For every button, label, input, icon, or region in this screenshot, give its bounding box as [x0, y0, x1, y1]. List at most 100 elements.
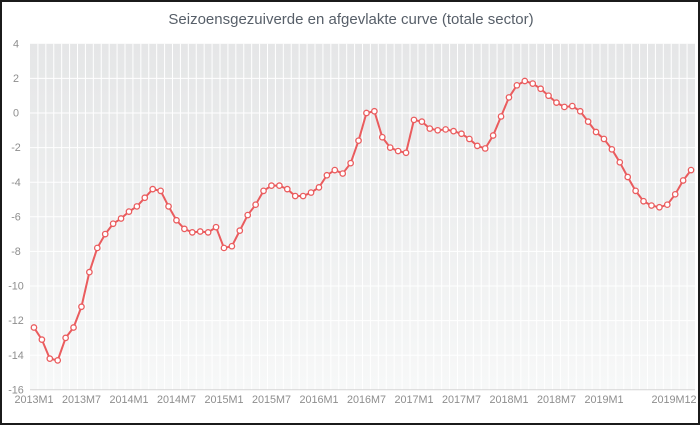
data-point-2015M4: [244, 211, 252, 219]
data-point-2016M9: [378, 133, 386, 141]
data-point-2014M7: [173, 216, 180, 224]
data-point-2018M11: [584, 118, 592, 126]
y-tick-label: -6: [11, 211, 21, 223]
x-tick-label: 2019M12: [651, 394, 696, 406]
y-tick-label: -2: [11, 142, 21, 154]
data-point-2016M2: [323, 171, 331, 179]
data-point-2017M12: [497, 113, 505, 120]
data-point-2014M1: [125, 208, 133, 215]
data-point-2013M12: [117, 215, 125, 222]
x-tick-label: 2017M7: [442, 394, 481, 406]
data-series: [30, 77, 695, 364]
data-point-2017M1: [410, 116, 418, 124]
x-tick-label: 2018M1: [489, 394, 528, 406]
data-point-2015M2: [228, 242, 236, 250]
data-point-2019M2: [608, 145, 616, 153]
data-point-2017M5: [442, 126, 449, 133]
x-tick-label: 2019M1: [584, 394, 623, 406]
data-point-2015M12: [307, 189, 315, 196]
data-point-2019M10: [671, 190, 679, 198]
data-point-2017M7: [458, 130, 465, 138]
data-point-2016M6: [355, 137, 362, 145]
data-point-2013M3: [46, 355, 54, 363]
data-point-2016M4: [339, 170, 347, 177]
data-point-2018M7: [553, 99, 560, 106]
data-point-2013M10: [101, 230, 109, 238]
x-tick-label: 2015M1: [204, 394, 243, 406]
x-tick-label: 2013M7: [62, 394, 101, 406]
x-tick-label: 2014M1: [109, 394, 148, 406]
y-tick-label: -10: [8, 281, 24, 293]
data-point-2018M3: [521, 77, 529, 85]
data-point-2019M9: [663, 201, 671, 209]
data-point-2016M8: [371, 107, 378, 115]
data-point-2018M2: [513, 81, 521, 89]
y-tick-label: 4: [13, 38, 19, 50]
data-point-2018M10: [576, 107, 584, 115]
data-point-2015M8: [276, 182, 283, 190]
data-point-2017M11: [489, 132, 497, 139]
data-point-2013M6: [70, 324, 77, 331]
data-point-2017M10: [481, 145, 489, 152]
data-point-2015M6: [260, 187, 267, 195]
data-point-2013M11: [109, 220, 117, 228]
data-point-2014M10: [196, 228, 204, 235]
data-point-2017M3: [426, 125, 434, 132]
data-point-2016M10: [386, 144, 394, 151]
x-tick-label: 2017M1: [394, 394, 433, 406]
data-point-2019M6: [640, 197, 647, 205]
data-point-2015M10: [291, 192, 299, 200]
data-point-2016M5: [347, 159, 354, 167]
data-point-2018M8: [561, 103, 568, 111]
data-point-2016M3: [331, 166, 339, 174]
x-tick-label: 2018M7: [537, 394, 576, 406]
data-point-2018M12: [592, 128, 600, 136]
y-tick-label: -8: [11, 246, 21, 258]
data-point-2019M7: [648, 202, 655, 209]
data-point-2015M1: [220, 244, 228, 252]
gridlines: [30, 43, 695, 391]
data-point-2014M6: [165, 203, 172, 210]
y-axis-labels: 4 2 0 -2 -4 -6 -8 -10 -12 -14 -16: [8, 38, 24, 396]
x-tick-label: 2016M1: [299, 394, 338, 406]
data-point-2014M3: [141, 194, 149, 202]
y-tick-label: -12: [8, 315, 24, 327]
y-tick-label: -16: [8, 384, 24, 396]
data-point-2014M4: [149, 185, 157, 193]
data-point-2017M4: [434, 126, 442, 134]
data-point-2019M8: [656, 203, 663, 211]
data-point-2016M7: [363, 109, 370, 117]
data-point-2013M4: [54, 357, 62, 364]
data-point-2017M6: [450, 127, 457, 135]
data-point-2016M1: [315, 184, 323, 191]
data-point-2019M4: [624, 173, 632, 181]
data-point-2015M5: [252, 201, 259, 209]
data-point-2018M9: [568, 102, 576, 110]
data-point-2019M3: [616, 158, 624, 166]
data-point-2017M8: [466, 135, 473, 143]
data-point-2013M1: [30, 324, 38, 331]
chart-title: Seizoensgezuiverde en afgevlakte curve (…: [168, 11, 533, 28]
data-point-2015M11: [299, 192, 307, 200]
data-point-2015M9: [283, 185, 291, 193]
x-tick-label: 2016M7: [347, 394, 386, 406]
data-point-2015M3: [236, 227, 244, 234]
x-tick-label: 2015M7: [252, 394, 291, 406]
data-point-2013M8: [86, 268, 93, 276]
data-point-2019M12: [687, 166, 695, 174]
data-point-2014M8: [181, 225, 188, 233]
data-point-2015M7: [268, 182, 275, 190]
data-point-2014M9: [188, 229, 196, 236]
data-point-2013M9: [93, 244, 101, 252]
data-point-2014M2: [133, 203, 141, 210]
data-point-2016M12: [402, 149, 410, 157]
data-point-2018M1: [505, 94, 513, 101]
data-point-2019M5: [632, 187, 639, 195]
data-point-2019M11: [679, 177, 687, 184]
y-tick-label: -14: [8, 350, 24, 362]
y-tick-label: 2: [13, 73, 19, 85]
data-point-2018M4: [529, 80, 537, 87]
data-point-2018M6: [545, 92, 552, 100]
